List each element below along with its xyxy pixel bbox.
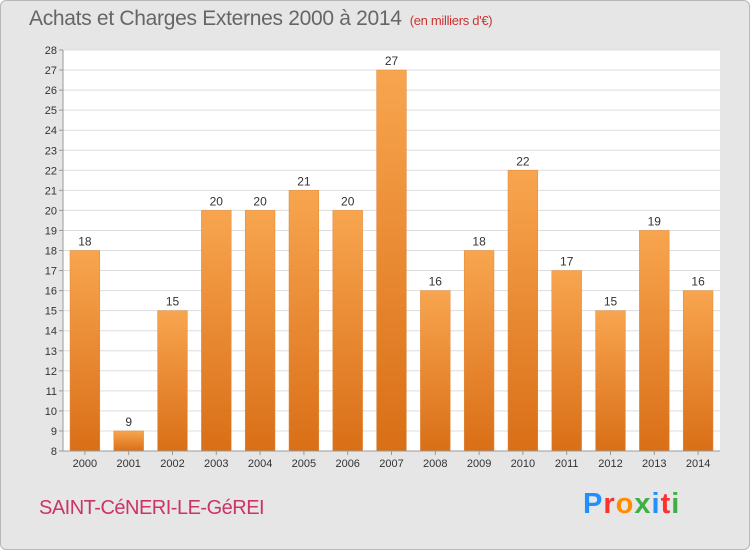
x-tick-label: 2000 (73, 458, 97, 470)
chart-title: Achats et Charges Externes 2000 à 2014 (e… (29, 7, 493, 31)
bar-value-label: 16 (691, 275, 705, 289)
bar-2008 (420, 290, 451, 452)
y-tick-label: 19 (45, 225, 57, 237)
bar-value-label: 20 (253, 194, 267, 208)
commune-name: SAINT-CéNERI-LE-GéREI (39, 497, 265, 519)
logo-letter: x (634, 488, 652, 520)
y-tick-label: 26 (45, 85, 57, 97)
logo-letter: t (660, 488, 672, 520)
y-tick-label: 15 (45, 306, 57, 318)
bar-value-label: 17 (560, 255, 574, 269)
bar-value-label: 20 (341, 194, 355, 208)
bar-2001 (113, 430, 144, 452)
bar-value-label: 16 (429, 275, 443, 289)
bar-2005 (288, 190, 320, 452)
bar-value-label: 19 (648, 214, 662, 228)
bar-2011 (551, 270, 582, 452)
bar-value-label: 18 (472, 235, 486, 249)
bar-value-label: 15 (166, 295, 180, 309)
y-tick-label: 22 (45, 165, 57, 177)
bar-2000 (69, 250, 101, 452)
y-tick-label: 23 (45, 145, 57, 157)
y-tick-label: 9 (51, 426, 57, 438)
x-tick-label: 2003 (204, 458, 228, 470)
x-tick-label: 2008 (423, 458, 447, 470)
logo-letter: i (671, 488, 681, 520)
y-tick-label: 11 (46, 386, 57, 398)
bar-2007 (376, 69, 407, 452)
x-tick-label: 2006 (335, 458, 359, 470)
logo-letter: i (651, 488, 661, 520)
chart-title-text: Achats et Charges Externes 2000 à 2014 (29, 7, 402, 30)
y-tick-label: 21 (45, 185, 57, 197)
logo-letter: o (615, 488, 635, 520)
bar-value-label: 9 (125, 415, 132, 429)
y-tick-label: 27 (45, 65, 57, 77)
y-tick-label: 25 (45, 105, 57, 117)
bar-2014 (682, 290, 714, 452)
bar-2009 (463, 250, 495, 452)
y-tick-label: 24 (45, 125, 57, 137)
y-tick-label: 18 (45, 246, 57, 258)
x-tick-label: 2009 (467, 458, 491, 470)
bar-value-label: 22 (516, 154, 530, 168)
x-tick-label: 2012 (598, 458, 622, 470)
y-tick-label: 10 (45, 406, 57, 418)
proxiti-logo: Proxiti (583, 488, 680, 521)
y-tick-label: 28 (45, 45, 57, 57)
bar-value-label: 18 (78, 235, 92, 249)
bar-2010 (507, 170, 539, 452)
y-tick-label: 14 (45, 326, 57, 338)
y-tick-label: 20 (45, 205, 57, 217)
bar-value-label: 27 (385, 54, 399, 68)
bar-value-label: 15 (604, 295, 618, 309)
y-tick-label: 12 (45, 366, 57, 378)
x-tick-label: 2014 (686, 458, 710, 470)
bar-2012 (595, 310, 626, 452)
chart-unit: (en milliers d'€) (409, 13, 493, 28)
x-tick-label: 2013 (642, 458, 666, 470)
x-tick-label: 2007 (379, 458, 403, 470)
y-tick-label: 8 (51, 446, 57, 458)
logo-letter: r (603, 488, 616, 520)
bar-2004 (244, 210, 276, 452)
logo-letter: P (583, 488, 604, 520)
x-tick-label: 2004 (248, 458, 272, 470)
x-tick-label: 2001 (116, 458, 140, 470)
bar-value-label: 21 (297, 174, 311, 188)
bar-2013 (639, 230, 670, 452)
y-tick-label: 17 (45, 266, 57, 278)
x-tick-label: 2002 (160, 458, 184, 470)
x-tick-label: 2005 (292, 458, 316, 470)
bar-2002 (157, 310, 188, 452)
x-tick-label: 2011 (555, 458, 579, 470)
bar-2006 (332, 210, 363, 452)
bar-2003 (201, 210, 232, 452)
bar-value-label: 20 (210, 194, 224, 208)
x-tick-label: 2010 (511, 458, 535, 470)
y-tick-label: 13 (45, 346, 57, 358)
y-tick-label: 16 (45, 286, 57, 298)
